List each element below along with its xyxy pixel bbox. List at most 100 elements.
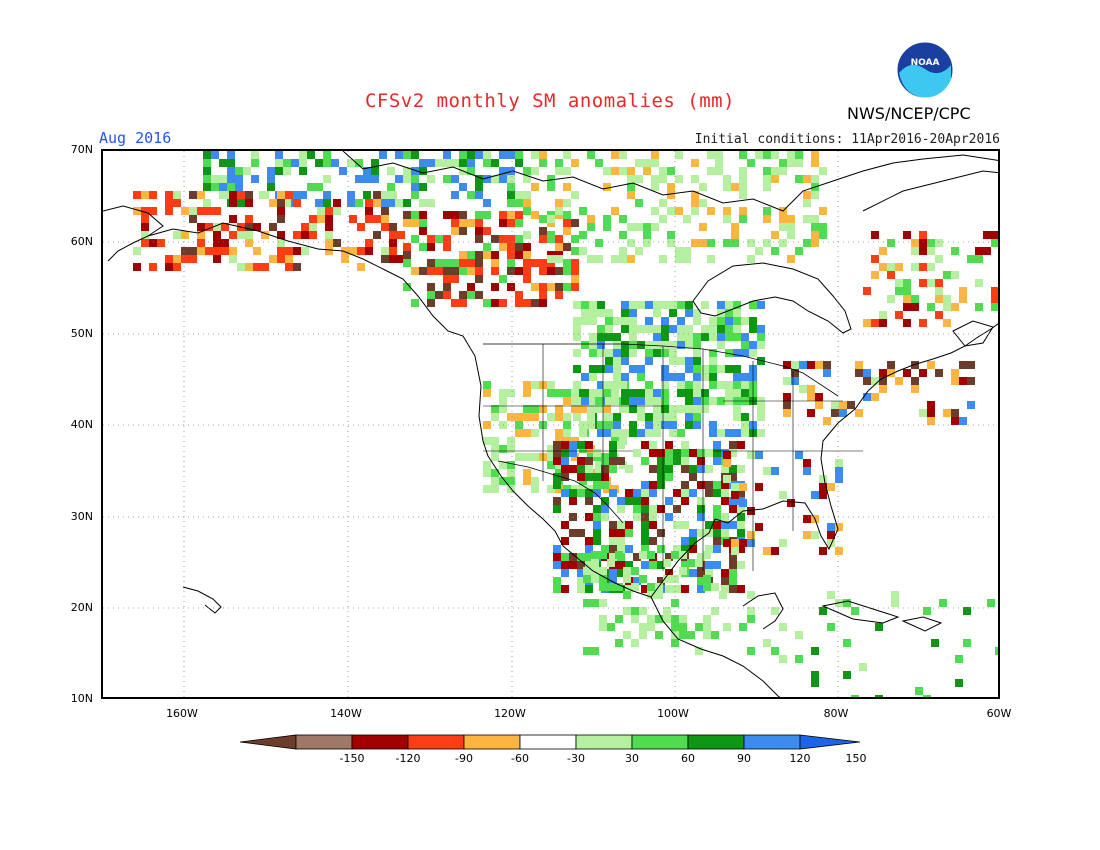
anomaly-cell (803, 191, 811, 199)
anomaly-cell (721, 513, 729, 521)
coastlines (103, 151, 998, 697)
anomaly-cell (693, 397, 701, 405)
anomaly-cell (591, 599, 599, 607)
anomaly-cell (931, 639, 939, 647)
coastline-yucatan (742, 592, 784, 630)
anomaly-cell (657, 545, 665, 553)
anomaly-cell (677, 429, 685, 437)
anomaly-cell (703, 623, 711, 631)
anomaly-cell (475, 235, 483, 243)
anomaly-cell (491, 159, 499, 167)
anomaly-cell (661, 341, 669, 349)
anomaly-cell (219, 183, 227, 191)
anomaly-cell (679, 623, 687, 631)
anomaly-cell (811, 647, 819, 655)
coastline-arctic (342, 151, 998, 212)
anomaly-cell (705, 569, 713, 577)
anomaly-cell (475, 219, 483, 227)
anomaly-cell (591, 575, 599, 583)
anomaly-cell (685, 309, 693, 317)
anomaly-cell (739, 183, 747, 191)
anomaly-cell (871, 393, 879, 401)
anomaly-cell (293, 247, 301, 255)
anomaly-cell (803, 515, 811, 523)
anomaly-cell (597, 333, 605, 341)
anomaly-cell (637, 389, 645, 397)
anomaly-cell (697, 513, 705, 521)
anomaly-cell (563, 429, 571, 437)
anomaly-cell (911, 295, 919, 303)
anomaly-cell (585, 585, 593, 593)
anomaly-cell (133, 247, 141, 255)
anomaly-cell (245, 239, 253, 247)
anomaly-cell (389, 239, 397, 247)
anomaly-cell (589, 397, 597, 405)
anomaly-cell (619, 215, 627, 223)
anomaly-cell (221, 247, 229, 255)
anomaly-cell (277, 215, 285, 223)
legend-segment (687, 734, 745, 750)
legend-segment (407, 734, 465, 750)
anomaly-cell (523, 381, 531, 389)
anomaly-cell (637, 429, 645, 437)
anomaly-cell (747, 539, 755, 547)
anomaly-cell (811, 151, 819, 159)
anomaly-cell (649, 489, 657, 497)
anomaly-cell (419, 199, 427, 207)
anomaly-cell (733, 429, 741, 437)
anomaly-cell (697, 465, 705, 473)
anomaly-cell (693, 349, 701, 357)
anomaly-cell (531, 381, 539, 389)
anomaly-cell (585, 545, 593, 553)
anomaly-cell (639, 575, 647, 583)
anomaly-cell (747, 159, 755, 167)
anomaly-cell (819, 483, 827, 491)
anomaly-cell (725, 349, 733, 357)
anomaly-cell (705, 521, 713, 529)
anomaly-cell (189, 191, 197, 199)
anomaly-cell (245, 231, 253, 239)
anomaly-cell (669, 349, 677, 357)
anomaly-cell (553, 457, 561, 465)
anomaly-cell (237, 231, 245, 239)
anomaly-cell (577, 529, 585, 537)
anomaly-cell (237, 263, 245, 271)
anomaly-cell (373, 231, 381, 239)
anomaly-cell (717, 429, 725, 437)
anomaly-cell (641, 521, 649, 529)
anomaly-cell (593, 489, 601, 497)
anomaly-cell (663, 559, 671, 567)
anomaly-cell (585, 489, 593, 497)
anomaly-cell (531, 211, 539, 219)
anomaly-cell (951, 247, 959, 255)
anomaly-cell (261, 231, 269, 239)
anomaly-cell (737, 585, 745, 593)
anomaly-cell (283, 199, 291, 207)
anomaly-cell (605, 365, 613, 373)
anomaly-cell (213, 207, 221, 215)
anomaly-cell (309, 231, 317, 239)
anomaly-cell (731, 223, 739, 231)
anomaly-cell (975, 247, 983, 255)
anomaly-cell (811, 679, 819, 687)
anomaly-cell (729, 521, 737, 529)
anomaly-cell (673, 489, 681, 497)
anomaly-cell (467, 191, 475, 199)
anomaly-cell (819, 231, 827, 239)
anomaly-cell (683, 255, 691, 263)
anomaly-cell (705, 449, 713, 457)
anomaly-cell (491, 175, 499, 183)
anomaly-cell (995, 647, 998, 655)
anomaly-cell (697, 569, 705, 577)
anomaly-cell (645, 381, 653, 389)
anomaly-cell (747, 591, 755, 599)
anomaly-cell (629, 365, 637, 373)
anomaly-cell (673, 505, 681, 513)
anomaly-cell (491, 283, 499, 291)
anomaly-cell (219, 159, 227, 167)
anomaly-cell (677, 381, 685, 389)
anomaly-cell (919, 231, 927, 239)
anomaly-cell (589, 309, 597, 317)
anomaly-cell (689, 489, 697, 497)
anomaly-cell (301, 247, 309, 255)
